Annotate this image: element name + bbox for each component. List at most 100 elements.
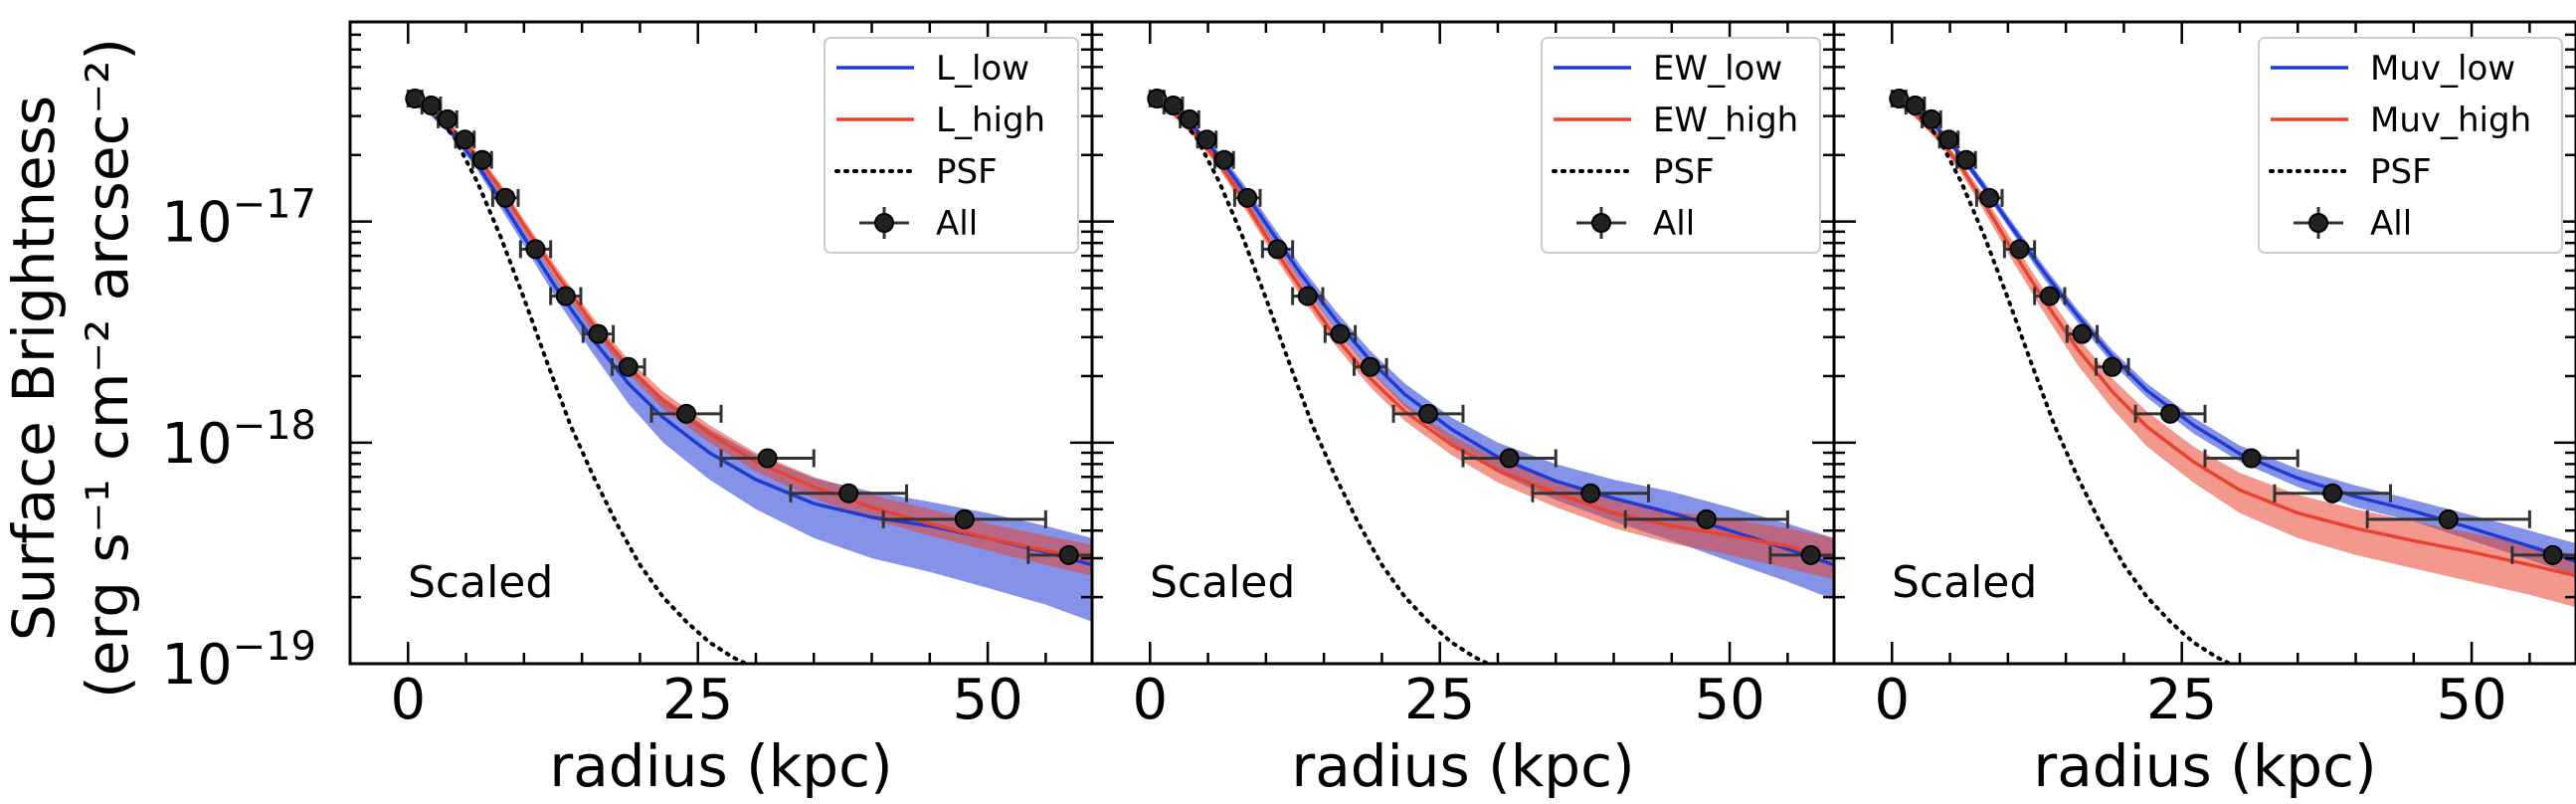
legend-label: EW_high — [1653, 100, 1798, 140]
scaled-annotation: Scaled — [1892, 557, 2037, 608]
data-marker — [1905, 95, 1926, 115]
legend-label: Muv_high — [2370, 100, 2531, 140]
data-marker — [588, 323, 609, 344]
data-marker — [838, 483, 859, 503]
x-tick-label: 50 — [952, 668, 1022, 732]
data-marker — [2542, 544, 2563, 565]
data-marker — [1297, 286, 1318, 306]
x-tick-label: 50 — [2436, 668, 2506, 732]
legend-label: All — [1653, 204, 1695, 244]
legend-marker — [874, 213, 894, 233]
data-point — [1026, 544, 1092, 565]
x-axis-label: radius (kpc) — [2033, 732, 2376, 800]
scaled-annotation: Scaled — [408, 557, 553, 608]
data-point — [420, 95, 443, 115]
x-tick-label: 0 — [1874, 668, 1910, 732]
x-tick-label: 25 — [1404, 668, 1475, 732]
data-marker — [1921, 108, 1941, 129]
chart-panel-2: 0 25 50 radius (kpc) Scaled EW_low EW_high PSF A… — [1090, 20, 1836, 800]
legend-label: EW_low — [1653, 49, 1782, 89]
data-marker — [2039, 286, 2060, 306]
data-marker — [1163, 95, 1184, 115]
data-point — [518, 239, 553, 260]
data-point — [1889, 89, 1910, 109]
data-point — [2133, 403, 2207, 424]
legend-label: PSF — [2370, 152, 2432, 192]
data-marker — [954, 508, 975, 529]
scaled-annotation: Scaled — [1150, 557, 1295, 608]
legend-item: L_high — [836, 100, 1045, 140]
data-point — [2033, 286, 2067, 306]
plot-area — [1147, 89, 1834, 664]
data-marker — [1580, 483, 1601, 503]
legend-label: PSF — [1653, 152, 1715, 192]
y-tick-label: 10−19 — [161, 624, 316, 698]
band-L_low — [408, 96, 1092, 622]
legend-item: EW_high — [1554, 100, 1798, 140]
data-point — [1260, 239, 1295, 260]
data-marker — [2072, 323, 2093, 344]
legend: Muv_low Muv_high PSF All — [2258, 37, 2563, 254]
legend-item: PSF — [1552, 152, 1715, 192]
data-marker — [1058, 544, 1079, 565]
data-marker — [455, 129, 475, 150]
data-point — [1974, 187, 2004, 208]
data-point — [454, 129, 476, 150]
legend-label: L_low — [936, 49, 1029, 89]
legend-label: Muv_low — [2370, 49, 2515, 89]
data-marker — [618, 356, 639, 377]
x-tick-label: 0 — [1132, 668, 1168, 732]
data-point — [649, 403, 723, 424]
y-axis-label-line1: Surface Brightness — [0, 96, 68, 641]
data-point — [1623, 508, 1789, 530]
data-point — [2203, 448, 2300, 469]
data-marker — [1213, 149, 1234, 170]
legend-marker — [2308, 213, 2328, 233]
legend-item: L_low — [836, 49, 1029, 89]
data-marker — [1267, 239, 1288, 260]
line-PSF — [1148, 97, 1493, 664]
data-point — [1352, 356, 1388, 377]
data-marker — [2322, 483, 2343, 503]
data-point — [1323, 323, 1358, 344]
y-tick-label: 10−18 — [161, 403, 316, 477]
legend-item: Muv_low — [2271, 49, 2515, 89]
band-Muv_high — [1892, 96, 2576, 608]
data-point — [2002, 239, 2037, 260]
data-point — [1232, 187, 1262, 208]
y-axis-label-line2: (erg s⁻¹ cm⁻² arcsec⁻²) — [74, 38, 141, 699]
data-point — [1531, 483, 1650, 503]
data-marker — [1237, 187, 1258, 208]
data-marker — [1955, 149, 1976, 170]
data-marker — [471, 149, 492, 170]
data-point — [1213, 149, 1235, 170]
data-point — [1391, 403, 1465, 424]
data-point — [881, 508, 1047, 530]
data-marker — [2009, 239, 2030, 260]
data-marker — [2438, 508, 2459, 529]
data-marker — [437, 108, 458, 129]
data-point — [2510, 544, 2576, 565]
legend-item: Muv_high — [2271, 100, 2531, 140]
x-tick-label: 25 — [662, 668, 733, 732]
data-point — [549, 286, 583, 306]
legend-item: PSF — [2269, 152, 2432, 192]
data-marker — [1696, 508, 1717, 529]
chart-panel-1: 0 25 50 10−19 10−18 10−17 radius (kpc) Scaled L_… — [161, 20, 1094, 800]
data-marker — [2102, 356, 2122, 377]
legend-label: L_high — [936, 100, 1045, 140]
data-point — [1768, 544, 1834, 565]
legend: EW_low EW_high PSF All — [1541, 37, 1821, 254]
data-point — [1955, 149, 1977, 170]
data-marker — [421, 95, 442, 115]
data-point — [1904, 95, 1927, 115]
x-tick-label: 25 — [2146, 668, 2217, 732]
legend-item: EW_low — [1554, 49, 1782, 89]
legend-label: PSF — [936, 152, 998, 192]
legend-frame — [1541, 37, 1821, 254]
data-marker — [1196, 129, 1217, 150]
data-point — [581, 323, 616, 344]
data-point — [719, 448, 816, 469]
band-EW_high — [1150, 96, 1834, 580]
x-tick-label: 50 — [1694, 668, 1764, 732]
